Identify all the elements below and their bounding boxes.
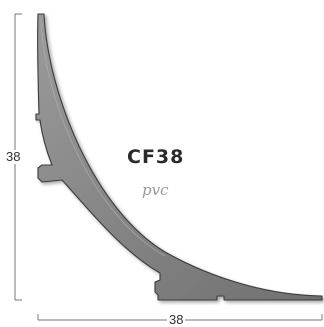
- profile-material: pvc: [142, 181, 169, 199]
- profile-code: CF38: [127, 146, 185, 168]
- width-dimension-label: 38: [167, 312, 186, 327]
- cove-profile-shape: [35, 13, 323, 301]
- profile-inner-highlight: [40, 19, 166, 257]
- height-dimension-label: 38: [4, 149, 23, 164]
